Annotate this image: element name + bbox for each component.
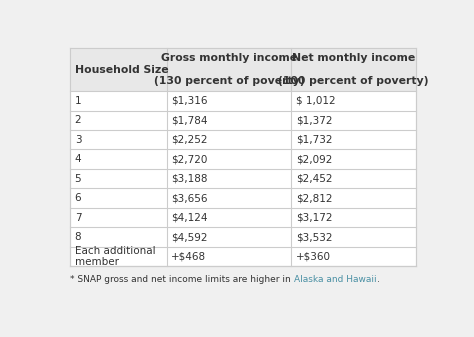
Text: 3: 3	[75, 135, 82, 145]
Text: +$360: +$360	[296, 251, 331, 262]
FancyBboxPatch shape	[70, 48, 416, 266]
Text: Gross monthly income

(130 percent of poverty): Gross monthly income (130 percent of pov…	[154, 53, 304, 86]
Text: 5: 5	[75, 174, 82, 184]
Text: $2,720: $2,720	[172, 154, 208, 164]
Text: $4,124: $4,124	[172, 213, 208, 222]
Text: 8: 8	[75, 232, 82, 242]
Text: Each additional
member: Each additional member	[75, 246, 155, 267]
Text: $2,812: $2,812	[296, 193, 332, 203]
Text: .: .	[376, 275, 379, 284]
Text: $3,532: $3,532	[296, 232, 332, 242]
Text: $3,188: $3,188	[172, 174, 208, 184]
Text: $1,316: $1,316	[172, 96, 208, 106]
Text: $1,732: $1,732	[296, 135, 332, 145]
Text: * SNAP gross and net income limits are higher in: * SNAP gross and net income limits are h…	[70, 275, 294, 284]
Text: +$468: +$468	[172, 251, 207, 262]
Text: 1: 1	[75, 96, 82, 106]
Text: $1,372: $1,372	[296, 115, 332, 125]
Text: 4: 4	[75, 154, 82, 164]
Text: $3,656: $3,656	[172, 193, 208, 203]
Text: $2,252: $2,252	[172, 135, 208, 145]
Text: Net monthly income

(100 percent of poverty): Net monthly income (100 percent of pover…	[278, 53, 428, 86]
Text: $2,452: $2,452	[296, 174, 332, 184]
Text: Alaska and Hawaii: Alaska and Hawaii	[294, 275, 376, 284]
Text: $3,172: $3,172	[296, 213, 332, 222]
Text: 2: 2	[75, 115, 82, 125]
Text: $ 1,012: $ 1,012	[296, 96, 335, 106]
FancyBboxPatch shape	[70, 48, 416, 91]
Text: $4,592: $4,592	[172, 232, 208, 242]
Text: 6: 6	[75, 193, 82, 203]
Text: $1,784: $1,784	[172, 115, 208, 125]
Text: 7: 7	[75, 213, 82, 222]
Text: Household Size: Household Size	[75, 65, 168, 74]
Text: $2,092: $2,092	[296, 154, 332, 164]
